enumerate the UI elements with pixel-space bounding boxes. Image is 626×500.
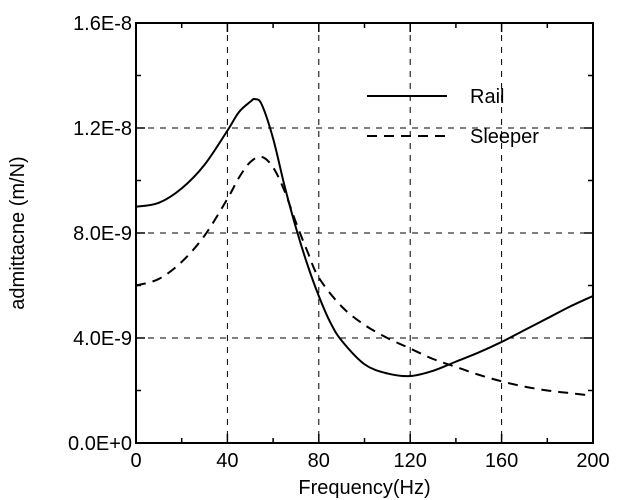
x-axis-label: Frequency(Hz) (298, 477, 430, 499)
x-tick-label: 200 (576, 450, 609, 472)
y-tick-label: 0.0E+0 (68, 433, 132, 455)
y-axis-label: admittacne (m/N) (7, 156, 29, 309)
y-tick-label: 1.2E-8 (73, 118, 132, 140)
series-line-rail (135, 98, 594, 378)
grid-lines (136, 23, 593, 443)
legend-label-rail: Rail (470, 86, 504, 108)
x-tick-label: 160 (485, 450, 518, 472)
x-tick-labels: 0 40 80 120 160 200 (130, 450, 609, 472)
y-tick-label: 4.0E-9 (73, 328, 132, 350)
x-tick-label: 0 (130, 450, 141, 472)
y-tick-label: 8.0E-9 (73, 223, 132, 245)
x-tick-label: 120 (394, 450, 427, 472)
x-tick-label: 80 (308, 450, 330, 472)
x-tick-label: 40 (216, 450, 238, 472)
series-lines (135, 98, 594, 397)
legend-label-sleeper: Sleeper (470, 126, 539, 148)
y-tick-label: 1.6E-8 (73, 13, 132, 35)
series-line-sleeper (135, 155, 594, 397)
legend: Rail Sleeper (367, 86, 539, 148)
axis-ticks (135, 22, 594, 444)
y-tick-labels: 0.0E+0 4.0E-9 8.0E-9 1.2E-8 1.6E-8 (68, 13, 132, 455)
